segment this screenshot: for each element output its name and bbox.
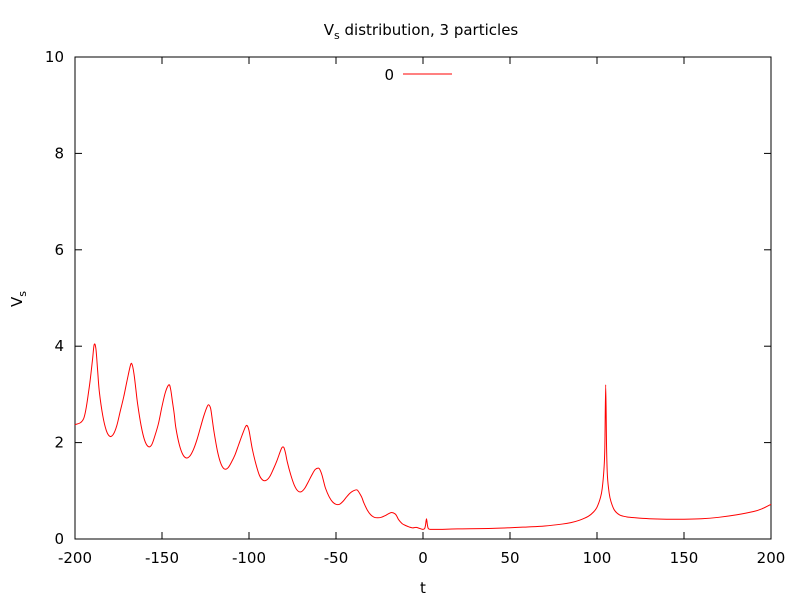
y-tick-label: 4 (54, 337, 64, 355)
x-tick-label: 150 (670, 549, 699, 567)
x-tick-label: -100 (232, 549, 266, 567)
y-tick-label: 0 (54, 530, 64, 548)
x-tick-label: 100 (583, 549, 612, 567)
legend: 0 (384, 66, 452, 84)
y-tick-label: 6 (54, 241, 64, 259)
x-tick-labels: -200 -150 -100 -50 0 50 100 150 200 (58, 549, 785, 567)
x-tick-label: -200 (58, 549, 92, 567)
x-tick-label: 200 (757, 549, 786, 567)
y-tick-label: 2 (54, 434, 64, 452)
legend-label: 0 (384, 66, 394, 84)
x-tick-label: 0 (418, 549, 428, 567)
y-axis-label: Vs (8, 291, 29, 307)
y-tick-label: 8 (54, 144, 64, 162)
series-line (74, 343, 772, 530)
y-tick-labels: 0 2 4 6 8 10 (45, 48, 64, 548)
chart-title: Vs distribution, 3 particles (324, 21, 519, 42)
x-tick-label: -150 (145, 549, 179, 567)
x-tick-label: 50 (500, 549, 519, 567)
x-tick-label: -50 (324, 549, 349, 567)
x-axis-label: t (420, 579, 426, 597)
y-tick-label: 10 (45, 48, 64, 66)
plot-frame (74, 56, 772, 540)
axis-ticks (74, 56, 772, 540)
